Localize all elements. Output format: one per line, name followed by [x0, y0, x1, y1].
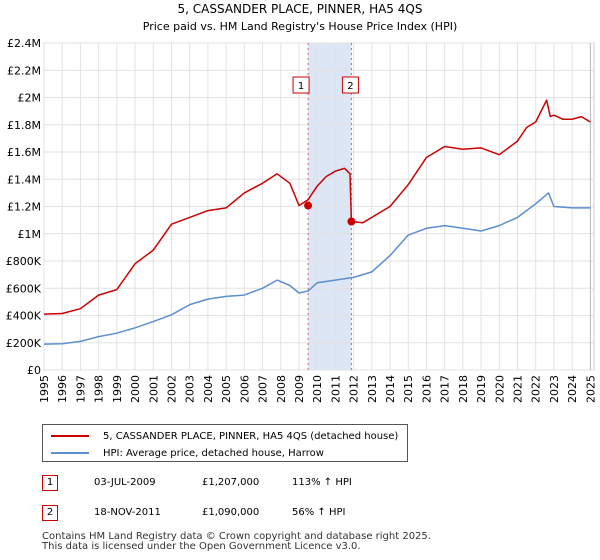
event-box-label: 1: [298, 81, 304, 92]
footer-attribution: Contains HM Land Registry data © Crown c…: [42, 531, 431, 552]
x-tick-label: 2019: [475, 375, 488, 403]
legend-item-hpi: HPI: Average price, detached house, Harr…: [51, 445, 324, 461]
x-tick-label: 2000: [129, 375, 142, 403]
legend-label-hpi: HPI: Average price, detached house, Harr…: [103, 447, 324, 459]
legend-swatch-hpi: [51, 452, 89, 454]
x-tick-label: 2005: [220, 375, 233, 403]
event-box-label: 2: [347, 81, 353, 92]
y-tick-label: £200K: [6, 337, 42, 350]
y-tick-label: £2.2M: [7, 64, 41, 77]
legend-swatch-property: [51, 435, 89, 437]
y-tick-label: £800K: [6, 255, 42, 268]
x-tick-label: 2020: [493, 375, 506, 403]
x-tick-label: 2011: [329, 375, 342, 403]
x-tick-label: 1999: [111, 375, 124, 403]
x-tick-label: 2024: [566, 375, 579, 403]
x-tick-label: 2007: [257, 375, 270, 403]
sale-point: [347, 217, 356, 226]
x-tick-label: 2023: [548, 375, 561, 403]
event-number: 2: [42, 505, 58, 521]
y-tick-label: £600K: [6, 282, 42, 295]
x-tick-label: 2021: [512, 375, 525, 403]
y-tick-label: £1M: [18, 228, 42, 241]
y-tick-label: £1.8M: [7, 119, 41, 132]
event-hpi-change: 56% ↑ HPI: [292, 507, 346, 518]
y-tick-label: £2M: [18, 92, 42, 105]
y-tick-label: £1.2M: [7, 201, 41, 214]
x-tick-label: 1996: [56, 375, 69, 403]
y-tick-label: £400K: [6, 310, 42, 323]
legend-item-property: 5, CASSANDER PLACE, PINNER, HA5 4QS (det…: [51, 428, 398, 444]
y-tick-label: £1.4M: [7, 173, 41, 186]
x-tick-label: 2015: [402, 375, 415, 403]
x-tick-label: 2002: [165, 375, 178, 403]
x-tick-label: 2014: [384, 375, 397, 403]
event-label-box: 1: [292, 76, 310, 94]
x-tick-label: 1998: [93, 375, 106, 403]
legend-label-property: 5, CASSANDER PLACE, PINNER, HA5 4QS (det…: [103, 430, 399, 442]
event-price: £1,090,000: [202, 507, 260, 518]
x-tick-label: 1997: [74, 375, 87, 403]
price-chart: 5, CASSANDER PLACE, PINNER, HA5 4QS Pric…: [6, 2, 598, 403]
x-tick-label: 2001: [147, 375, 160, 403]
x-tick-label: 2012: [348, 375, 361, 403]
event-number: 1: [42, 475, 58, 491]
x-tick-label: 2016: [420, 375, 433, 403]
x-tick-label: 2004: [202, 375, 215, 403]
event-hpi-change: 113% ↑ HPI: [292, 477, 352, 488]
x-tick-label: 2008: [275, 375, 288, 403]
y-tick-label: £0: [27, 364, 41, 377]
x-tick-label: 2013: [366, 375, 379, 403]
hpi-line: [43, 192, 591, 345]
event-price: £1,207,000: [202, 477, 260, 488]
x-tick-label: 2022: [530, 375, 543, 403]
event-box: [341, 76, 359, 94]
x-tick-label: 1995: [38, 375, 51, 403]
y-tick-label: £1.6M: [7, 146, 41, 159]
event-box: [292, 76, 310, 94]
chart-legend: 5, CASSANDER PLACE, PINNER, HA5 4QS (det…: [42, 424, 408, 462]
x-tick-label: 2003: [184, 375, 197, 403]
x-tick-label: 2018: [457, 375, 470, 403]
y-tick-label: £2.4M: [7, 37, 41, 50]
event-date: 03-JUL-2009: [94, 477, 156, 488]
event-label-box: 2: [341, 76, 359, 94]
x-tick-label: 2025: [584, 375, 597, 403]
x-tick-label: 2010: [311, 375, 324, 403]
x-tick-label: 2006: [238, 375, 251, 403]
x-tick-label: 2009: [293, 375, 306, 403]
chart-subtitle: Price paid vs. HM Land Registry's House …: [143, 20, 458, 33]
sale-point: [304, 201, 313, 210]
x-tick-label: 2017: [439, 375, 452, 403]
chart-title: 5, CASSANDER PLACE, PINNER, HA5 4QS: [178, 2, 423, 16]
property-price-line: [43, 99, 591, 315]
event-date: 18-NOV-2011: [94, 507, 161, 518]
